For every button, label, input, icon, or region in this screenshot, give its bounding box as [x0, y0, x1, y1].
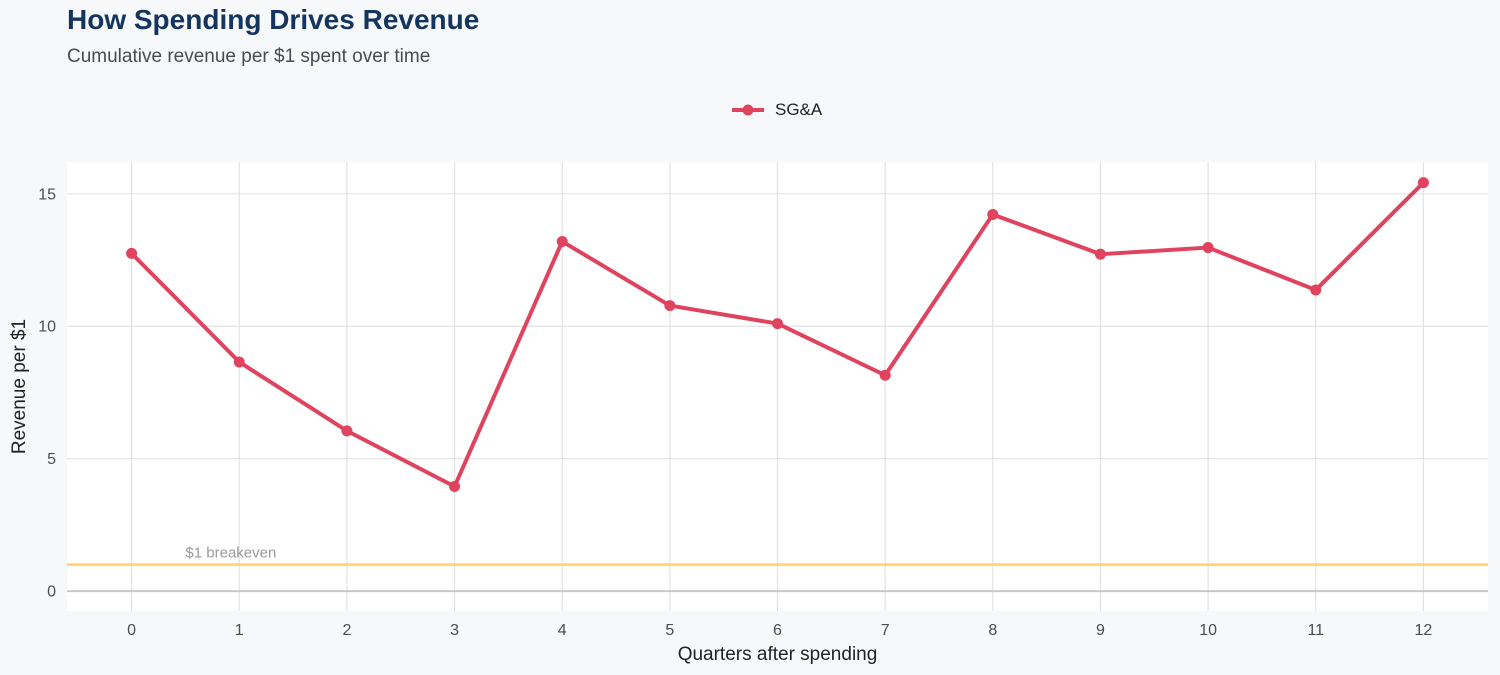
data-point — [987, 208, 999, 220]
chart-subtitle: Cumulative revenue per $1 spent over tim… — [67, 46, 431, 67]
data-point — [1094, 248, 1106, 260]
legend-label-sga: SG&A — [775, 100, 823, 119]
x-tick-label: 1 — [235, 622, 244, 639]
data-point — [1417, 177, 1429, 189]
data-point — [233, 356, 245, 368]
data-point — [664, 300, 676, 312]
y-axis-title: Revenue per $1 — [9, 319, 30, 454]
data-point — [449, 480, 461, 492]
data-point — [1310, 284, 1322, 296]
x-tick-label: 2 — [342, 622, 351, 639]
x-tick-label: 8 — [988, 622, 997, 639]
x-tick-label: 12 — [1415, 622, 1433, 639]
x-tick-label: 10 — [1199, 622, 1217, 639]
data-point — [556, 235, 568, 247]
x-tick-label: 4 — [558, 622, 567, 639]
data-point — [1202, 242, 1214, 254]
x-tick-label: 9 — [1096, 622, 1105, 639]
x-tick-label: 7 — [881, 622, 890, 639]
legend-key-sga — [732, 104, 764, 116]
x-tick-label: 0 — [127, 622, 136, 639]
x-tick-label: 5 — [665, 622, 674, 639]
data-point — [126, 247, 138, 259]
y-tick-label: 15 — [38, 186, 56, 203]
x-axis-title: Quarters after spending — [678, 644, 878, 665]
y-tick-label: 0 — [47, 584, 56, 601]
breakeven-label: $1 breakeven — [185, 545, 276, 562]
y-tick-label: 5 — [47, 451, 56, 468]
data-point — [772, 318, 783, 330]
data-point — [341, 425, 353, 437]
y-tick-label: 10 — [38, 319, 56, 336]
x-tick-label: 6 — [773, 622, 782, 639]
chart-legend: SG&A — [731, 99, 822, 121]
x-tick-label: 3 — [450, 622, 459, 639]
x-tick-label: 11 — [1307, 622, 1324, 639]
data-point — [879, 369, 891, 381]
chart-title: How Spending Drives Revenue — [67, 4, 480, 35]
